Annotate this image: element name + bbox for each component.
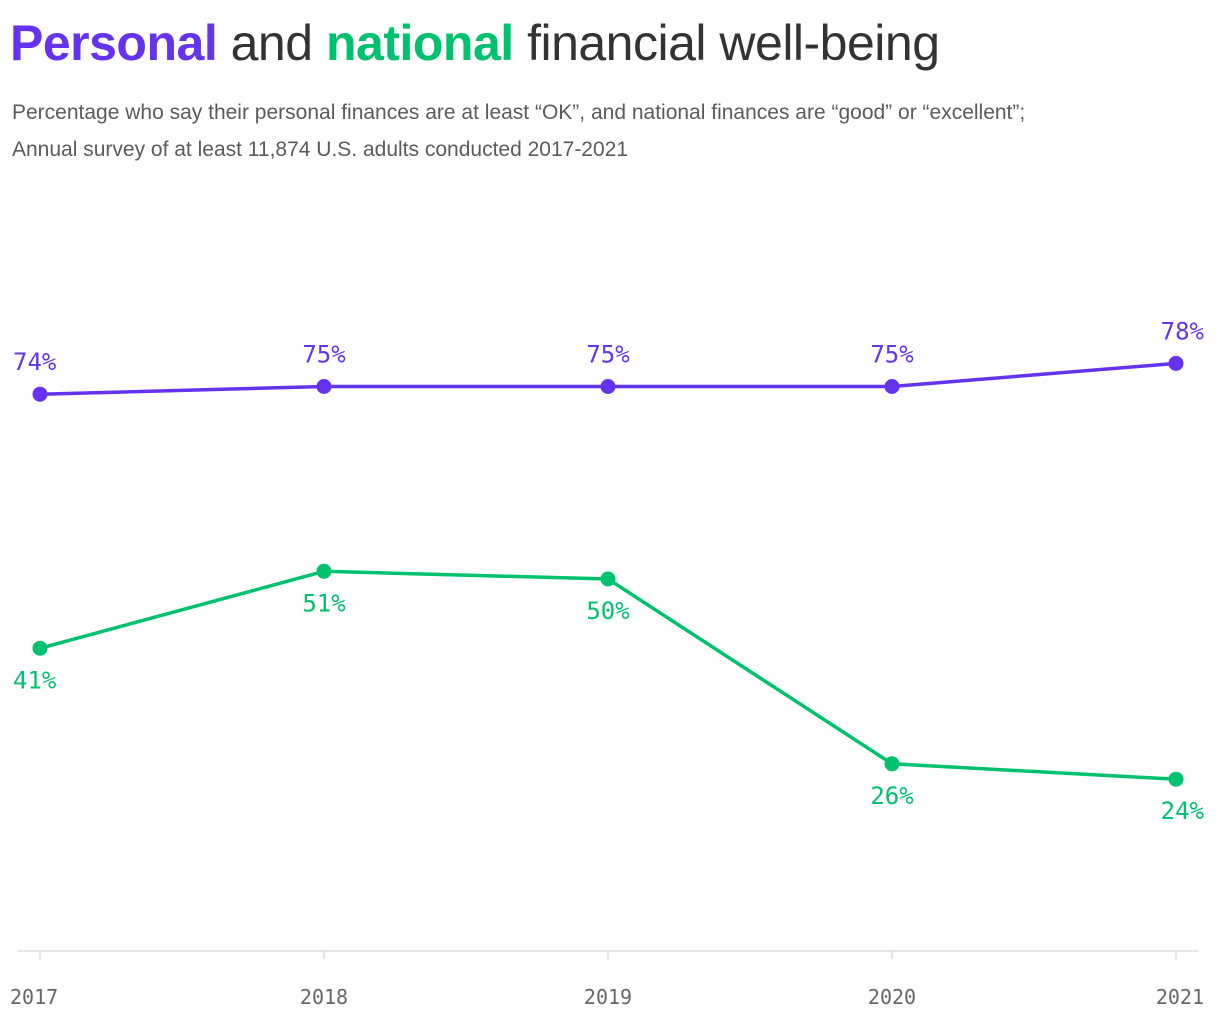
x-tick-label-2017: 2017 (10, 985, 58, 1009)
x-tick-label-2019: 2019 (584, 985, 632, 1009)
x-tick-label-2021: 2021 (1156, 985, 1204, 1009)
title-and: and (230, 15, 313, 71)
data-point-1-2019 (600, 571, 616, 587)
data-point-1-2018 (316, 563, 332, 579)
chart-subtitle: Percentage who say their personal financ… (12, 94, 1212, 168)
data-point-0-2019 (600, 379, 616, 394)
title-rest: financial well-being (527, 15, 940, 71)
data-label-0-2021: 78% (1161, 317, 1205, 345)
data-label-1-2021: 24% (1161, 797, 1205, 825)
data-label-1-2017: 41% (13, 666, 57, 694)
chart-title: Personal and national financial well-bei… (10, 14, 940, 72)
data-point-1-2021 (1168, 771, 1184, 787)
data-point-1-2020 (884, 756, 900, 772)
data-label-1-2018: 51% (302, 589, 346, 617)
x-tick-label-2018: 2018 (300, 985, 348, 1009)
data-point-0-2018 (316, 379, 332, 394)
subtitle-line-1: Percentage who say their personal financ… (12, 101, 1026, 124)
data-label-1-2019: 50% (586, 597, 630, 625)
x-tick-label-2020: 2020 (868, 985, 916, 1009)
subtitle-line-2: Annual survey of at least 11,874 U.S. ad… (12, 138, 629, 161)
data-point-0-2017 (32, 386, 48, 402)
data-point-0-2020 (884, 379, 900, 394)
data-point-1-2017 (32, 640, 48, 656)
data-label-0-2018: 75% (302, 341, 346, 369)
data-label-0-2019: 75% (586, 341, 630, 369)
title-national: national (325, 15, 514, 71)
data-label-0-2017: 74% (13, 348, 57, 376)
data-label-1-2020: 26% (870, 782, 914, 810)
data-label-0-2020: 75% (870, 341, 914, 369)
title-personal: Personal (10, 15, 218, 71)
data-point-0-2021 (1168, 355, 1184, 371)
